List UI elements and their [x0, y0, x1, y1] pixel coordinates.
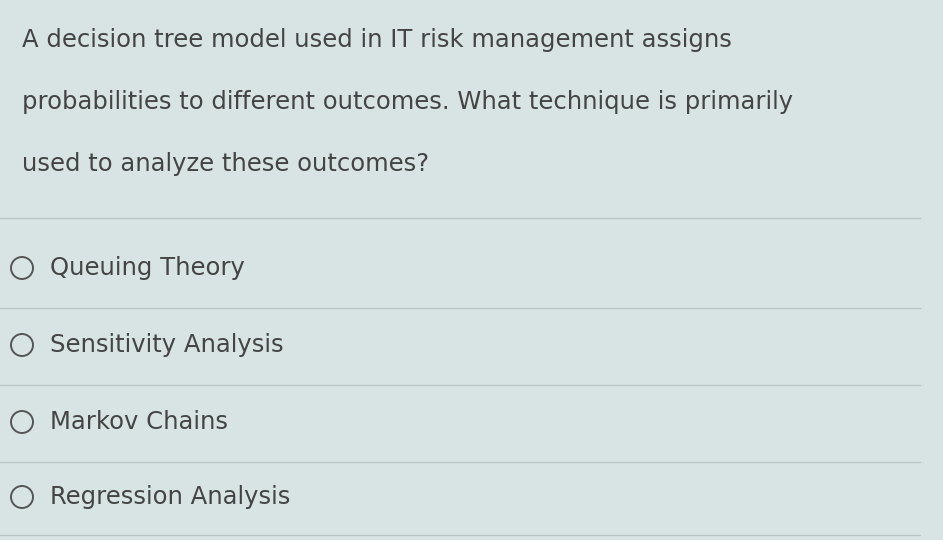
Text: probabilities to different outcomes. What technique is primarily: probabilities to different outcomes. Wha… — [22, 90, 793, 114]
Text: A decision tree model used in IT risk management assigns: A decision tree model used in IT risk ma… — [22, 28, 732, 52]
Text: used to analyze these outcomes?: used to analyze these outcomes? — [22, 152, 429, 176]
Text: Queuing Theory: Queuing Theory — [50, 256, 245, 280]
Text: Regression Analysis: Regression Analysis — [50, 485, 290, 509]
Text: Sensitivity Analysis: Sensitivity Analysis — [50, 333, 284, 357]
Text: Markov Chains: Markov Chains — [50, 410, 228, 434]
